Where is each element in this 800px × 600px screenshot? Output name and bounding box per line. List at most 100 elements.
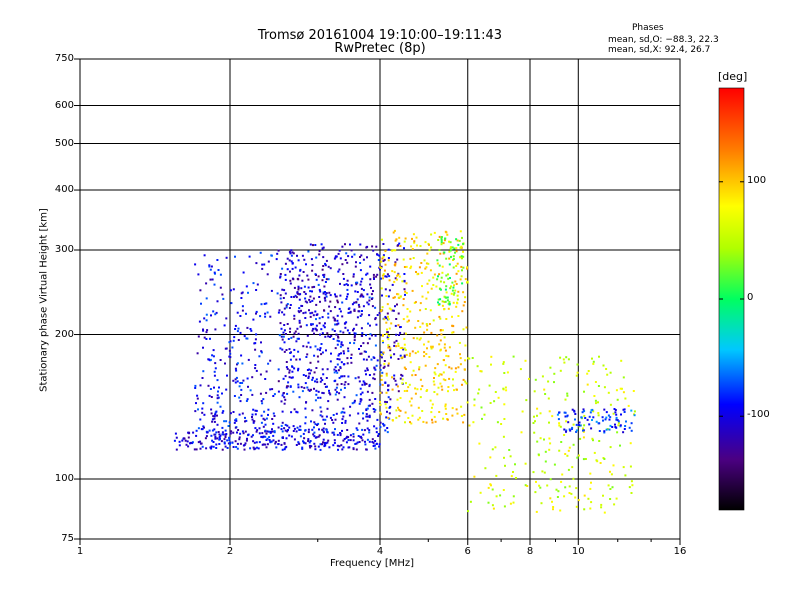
data-point (559, 356, 562, 359)
data-point (317, 396, 320, 399)
data-point (504, 386, 507, 389)
data-point (462, 421, 465, 424)
data-point (563, 411, 566, 414)
data-point (276, 252, 279, 255)
data-point (237, 339, 240, 341)
data-point (589, 472, 592, 475)
data-point (304, 442, 307, 445)
data-point (620, 387, 623, 390)
data-point (284, 375, 287, 378)
data-point (326, 441, 329, 444)
data-point (337, 448, 339, 451)
data-point (444, 403, 447, 406)
data-point (575, 429, 578, 432)
data-point (201, 377, 204, 379)
data-point (216, 397, 219, 400)
data-point (386, 401, 388, 404)
data-point (623, 411, 626, 413)
data-point (605, 416, 608, 419)
data-point (318, 322, 321, 325)
data-point (339, 345, 342, 348)
data-point (234, 367, 237, 370)
data-point (267, 413, 269, 416)
data-point (366, 438, 369, 441)
data-point (195, 434, 198, 437)
data-point (344, 419, 347, 422)
data-point (398, 236, 401, 239)
data-point (489, 402, 492, 404)
data-point (240, 388, 243, 391)
data-point (275, 446, 278, 449)
data-point (308, 389, 311, 392)
data-point (202, 402, 205, 405)
data-point (318, 253, 321, 256)
data-point (323, 276, 326, 278)
data-point (346, 279, 349, 282)
data-point (388, 279, 391, 282)
data-point (343, 283, 346, 286)
data-point (297, 292, 299, 295)
data-point (421, 322, 424, 325)
data-point (247, 358, 250, 361)
data-point (480, 406, 483, 409)
data-point (376, 273, 379, 276)
data-point (313, 332, 315, 335)
data-point (250, 435, 253, 438)
data-point (567, 421, 570, 424)
data-point (431, 421, 434, 424)
data-point (291, 365, 294, 368)
data-point (436, 334, 439, 337)
data-point (403, 247, 405, 250)
data-point (211, 354, 214, 357)
data-point (345, 298, 348, 300)
data-point (496, 421, 499, 424)
data-point (331, 419, 334, 421)
data-point (327, 400, 330, 403)
x-tick-label: 10 (571, 546, 585, 557)
data-point (325, 428, 328, 431)
data-point (462, 291, 465, 294)
data-point (316, 355, 319, 358)
data-point (236, 363, 238, 366)
data-point (349, 405, 352, 408)
data-point (491, 488, 494, 491)
data-point (325, 292, 328, 295)
data-point (399, 409, 402, 412)
data-point (321, 279, 324, 282)
data-point (266, 443, 269, 446)
data-point (319, 396, 322, 399)
data-point (310, 420, 312, 423)
data-point (314, 399, 317, 402)
data-point (563, 495, 566, 498)
data-point (345, 441, 348, 444)
data-point (260, 351, 263, 354)
data-point (258, 441, 261, 444)
colorbar (719, 88, 744, 510)
data-point (335, 386, 338, 389)
data-point (609, 470, 611, 473)
data-point (397, 342, 400, 345)
data-point (273, 415, 276, 417)
data-point (365, 273, 368, 276)
data-point (254, 348, 257, 351)
data-point (379, 426, 382, 429)
data-point (254, 338, 257, 341)
data-point (416, 337, 419, 340)
data-point (323, 383, 326, 385)
data-point (580, 416, 583, 419)
data-point (203, 413, 206, 416)
data-point (325, 349, 327, 352)
data-point (548, 421, 550, 424)
data-point (191, 442, 194, 445)
data-point (490, 484, 492, 487)
data-point (286, 257, 289, 260)
data-point (397, 390, 400, 393)
data-point (293, 348, 296, 351)
data-point (236, 380, 239, 383)
data-point (282, 297, 285, 299)
data-point (322, 256, 325, 259)
data-point (228, 349, 231, 352)
data-point (473, 475, 476, 478)
data-point (358, 441, 361, 443)
data-point (432, 319, 435, 322)
